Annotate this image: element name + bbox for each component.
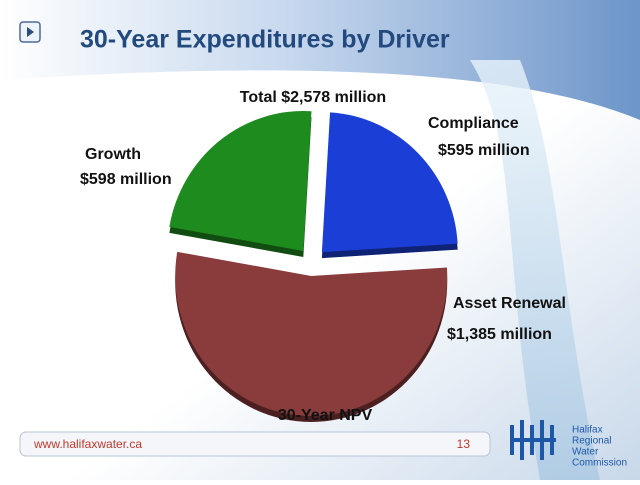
water-splash <box>470 60 600 480</box>
slice-value-label: $1,385 million <box>447 326 552 343</box>
logo-text: Regional <box>572 436 611 447</box>
page-number: 13 <box>457 437 471 451</box>
header-band <box>0 0 640 120</box>
nav-button[interactable] <box>19 21 41 43</box>
logo-text: Water <box>572 447 599 458</box>
pie-slice <box>175 251 448 416</box>
footer-bar <box>19 431 491 457</box>
logo-text: Halifax <box>572 425 603 436</box>
slice-value-label: $598 million <box>80 171 172 188</box>
slice-label: Growth <box>85 146 141 163</box>
logo: Halifax Regional Water Commission <box>510 420 627 469</box>
slice-label: Compliance <box>428 115 519 132</box>
slide-title: 30-Year Expenditures by Driver <box>80 26 450 54</box>
total-label: Total $2,578 million <box>240 89 386 106</box>
slice-label: Asset Renewal <box>453 295 566 312</box>
logo-mark <box>510 420 556 460</box>
website-link[interactable]: www.halifaxwater.ca <box>33 437 142 451</box>
footnote: 30-Year NPV <box>278 407 373 424</box>
slice-value-label: $595 million <box>438 142 530 159</box>
logo-text: Commission <box>572 458 627 469</box>
pie-chart <box>169 111 458 422</box>
pie-slice <box>321 112 458 253</box>
pie-slice <box>169 111 312 252</box>
